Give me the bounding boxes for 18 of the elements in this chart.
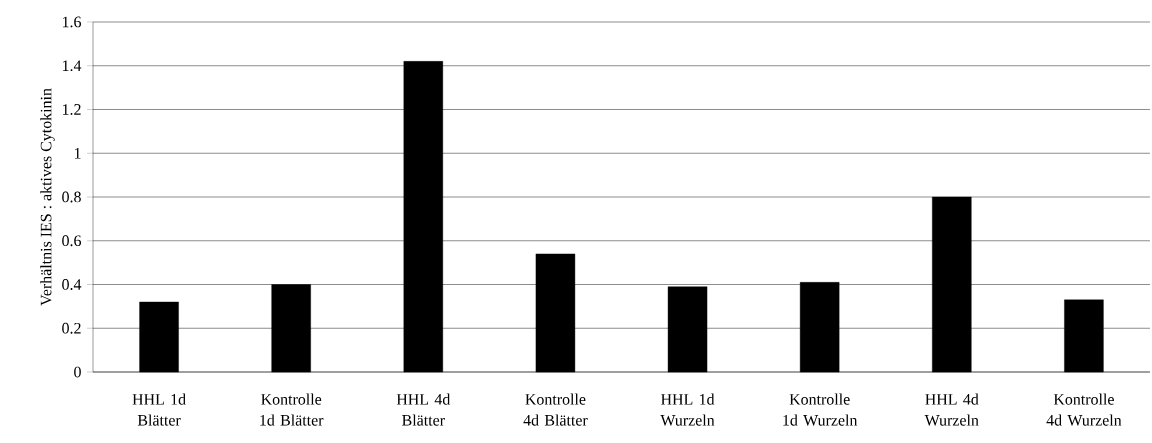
y-tick-label: 1.2 xyxy=(62,104,81,115)
y-tick-label: 1 xyxy=(74,147,81,159)
x-tick-label: HHL 1d Blätter xyxy=(132,393,186,426)
x-tick-label: Kontrolle 4d Blätter xyxy=(523,393,588,426)
x-tick-label: HHL 4d Wurzeln xyxy=(924,393,979,426)
x-tick-label: HHL 1d Wurzeln xyxy=(660,393,715,426)
y-tick-label: 0.2 xyxy=(62,322,81,334)
y-tick-label: 0.4 xyxy=(62,279,82,290)
y-tick-label: 0 xyxy=(74,366,81,378)
x-tick-label: Kontrolle 4d Wurzeln xyxy=(1046,393,1122,426)
x-tick-label: Kontrolle 1d Blätter xyxy=(260,393,324,426)
x-tick-label: HHL 4d Blätter xyxy=(396,393,451,426)
y-axis-title: Verhältnis IES : aktives Cytokinin xyxy=(40,88,55,306)
y-tick-label: 1.4 xyxy=(62,60,82,72)
y-tick-label: 0.8 xyxy=(62,191,81,203)
y-tick-label: 0.6 xyxy=(62,235,82,247)
x-tick-label: Kontrolle 1d Wurzeln xyxy=(783,393,858,426)
y-tick-label: 1.6 xyxy=(62,16,82,28)
